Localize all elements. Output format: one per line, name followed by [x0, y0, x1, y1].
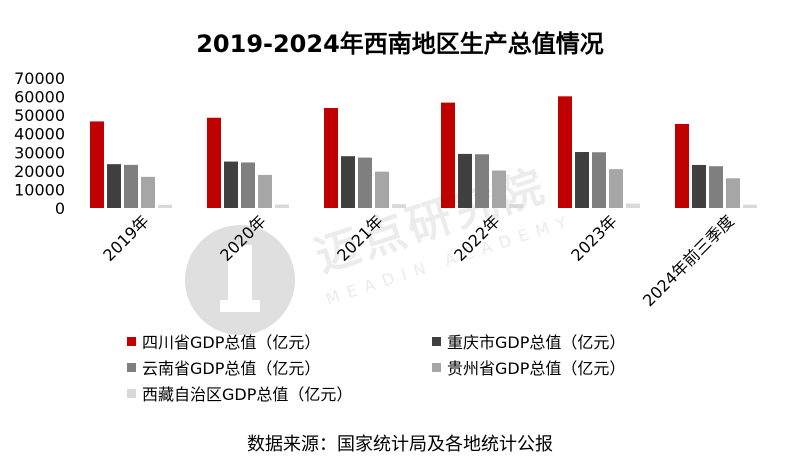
bar [107, 164, 121, 208]
legend-item: 西藏自治区GDP总值（亿元） [127, 382, 352, 404]
bar [90, 121, 104, 208]
bar [141, 176, 155, 208]
bar [375, 171, 389, 208]
x-tick-label: 2021年 [333, 211, 387, 265]
bar [675, 123, 689, 208]
legend-label: 重庆市GDP总值（亿元） [447, 333, 626, 352]
legend-item: 四川省GDP总值（亿元） [127, 330, 320, 352]
data-source-note: 数据来源：国家统计局及各地统计公报 [247, 434, 553, 455]
y-tick-label: 70000 [14, 69, 65, 88]
legend-swatch [127, 336, 136, 346]
bar [626, 203, 640, 208]
x-tick-label: 2024年前三季度 [639, 211, 738, 310]
bar [692, 164, 706, 208]
bar [341, 156, 355, 208]
x-tick-label: 2022年 [450, 211, 504, 265]
legend-swatch [432, 336, 441, 346]
bar [441, 102, 455, 208]
legend-swatch [127, 362, 136, 372]
chart-title: 2019-2024年西南地区生产总值情况 [196, 30, 604, 58]
bar [241, 162, 255, 208]
bar [358, 157, 372, 208]
bar [258, 174, 272, 208]
legend-item: 贵州省GDP总值（亿元） [432, 356, 625, 378]
bar [207, 117, 221, 208]
bar [224, 161, 238, 208]
bar [592, 152, 606, 208]
legend-item: 云南省GDP总值（亿元） [127, 356, 320, 378]
y-tick-label: 30000 [14, 143, 65, 162]
watermark-logo-icon [185, 225, 295, 335]
legend-label: 云南省GDP总值（亿元） [142, 359, 321, 378]
legend-item: 重庆市GDP总值（亿元） [432, 330, 625, 352]
y-tick-label: 60000 [14, 88, 65, 107]
bar [275, 204, 289, 208]
bar [124, 164, 138, 208]
bar [492, 170, 506, 208]
y-tick-label: 20000 [14, 162, 65, 181]
legend-label: 贵州省GDP总值（亿元） [447, 359, 626, 378]
legend-swatch [432, 362, 441, 372]
x-tick-label: 2020年 [216, 211, 270, 265]
bar [509, 204, 523, 208]
bar [609, 169, 623, 208]
bar [709, 166, 723, 208]
bar [558, 96, 572, 208]
bar [726, 178, 740, 208]
x-tick-label: 2023年 [567, 211, 621, 265]
y-tick-label: 0 [55, 199, 65, 218]
bar [743, 204, 757, 208]
bar [392, 204, 406, 208]
legend-swatch [127, 388, 136, 398]
y-tick-label: 10000 [14, 180, 65, 199]
legend-label: 西藏自治区GDP总值（亿元） [142, 385, 353, 404]
x-tick-label: 2019年 [99, 211, 153, 265]
y-tick-label: 40000 [14, 125, 65, 144]
bar [458, 153, 472, 208]
legend-label: 四川省GDP总值（亿元） [142, 333, 321, 352]
y-tick-label: 50000 [14, 106, 65, 125]
bar [324, 107, 338, 208]
bar [158, 204, 172, 208]
bar [475, 154, 489, 208]
bar [575, 152, 589, 208]
